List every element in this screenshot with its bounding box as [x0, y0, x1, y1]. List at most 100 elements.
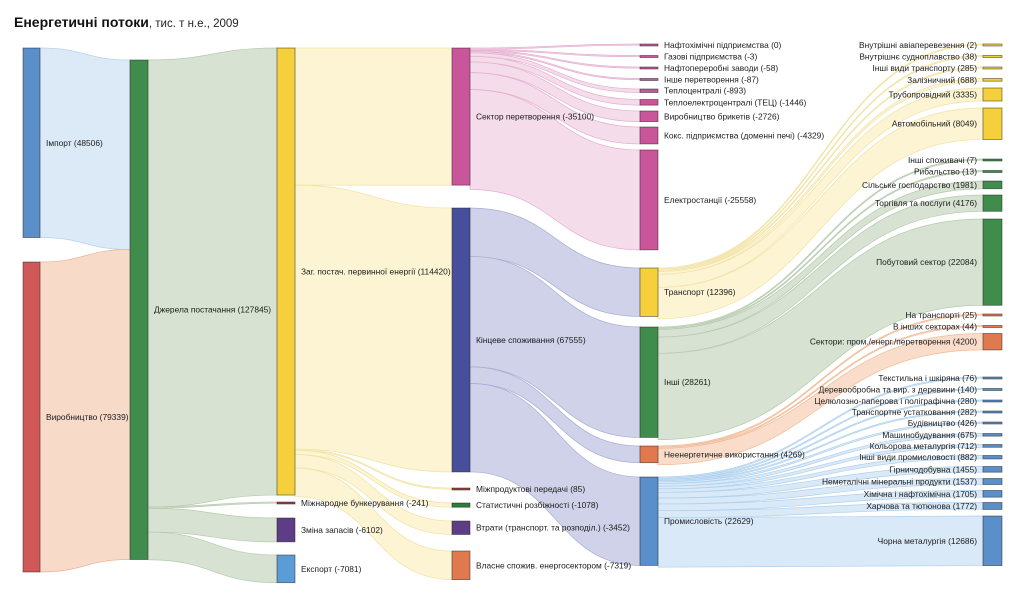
node-label-otherindustry: Інші види промисловості (882) [859, 452, 977, 462]
node-label-nonenergy5: Неенергетичне використання (4269) [664, 449, 805, 459]
node-label-transportequip: Транспортне устатковання (282) [852, 407, 978, 417]
node-gaswork [639, 55, 659, 58]
node-label-trade: Торгівля та послуги (4176) [875, 198, 977, 208]
node-label-statdiff: Статистичні розбіжності (-1078) [476, 500, 599, 510]
node-label-household: Побутовий сектор (22084) [876, 257, 977, 267]
node-label-aviation: Внутрішні авіаперевезення (2) [859, 40, 977, 50]
node-fishing [982, 170, 1003, 173]
node-label-briquettes: Виробництво брикетів (-2726) [664, 111, 780, 121]
node-textile [982, 376, 1003, 380]
node-rail [982, 78, 1003, 82]
node-shipping [982, 55, 1003, 58]
node-nonenergy5 [639, 445, 659, 464]
node-label-primary: Заг. постач. первинної енергії (114420) [301, 267, 451, 277]
node-label-export: Експорт (-7081) [301, 564, 362, 574]
chart-title-main: Енергетичні потоки [14, 14, 149, 30]
node-petrochem [639, 43, 659, 47]
node-label-othersectors: В інших секторах (44) [893, 322, 977, 332]
node-briquettes [639, 110, 659, 123]
node-primary [276, 47, 296, 496]
node-label-rail: Залізничний (688) [907, 75, 977, 85]
node-label-othertransform: Інше перетворення (-87) [664, 75, 759, 85]
node-label-final: Кінцеве споживання (67555) [476, 335, 586, 345]
flow-sources-primary [147, 47, 278, 508]
node-label-heatplants: Теплоцентралі (-893) [664, 86, 746, 96]
node-coke [639, 126, 659, 145]
node-nonmetallic [982, 478, 1003, 485]
node-power [639, 149, 659, 251]
node-label-other5: Інші (28261) [664, 377, 711, 387]
page-title: Енергетичні потоки, тис. т н.е., 2009 [14, 14, 239, 32]
node-label-production: Виробництво (79339) [46, 412, 129, 422]
node-label-othertransport6: Інші види транспорту (285) [872, 63, 977, 73]
node-road [982, 107, 1003, 140]
node-label-chemical: Хімічна і нафтохімічна (1705) [864, 489, 978, 499]
node-label-chp: Теплоелектроцентралі (ТЕЦ) (-1446) [664, 97, 807, 107]
node-pipeline [982, 87, 1003, 102]
node-ontransport [982, 313, 1003, 317]
chart-title-suffix: , тис. т н.е., 2009 [148, 18, 239, 30]
node-label-nonmetallic: Неметалічні мінеральні продукти (1537) [822, 477, 977, 487]
node-label-petrochem: Нафтохімічні підприємства (0) [664, 40, 782, 50]
node-label-ontransport: На транспорті (25) [905, 310, 977, 320]
node-otherindustry [982, 455, 1003, 460]
node-label-coke: Кокс. підприємства (доменні печі) (-4329… [664, 130, 824, 140]
node-label-transform: Сектор перетворення (-35100) [476, 112, 594, 122]
node-label-interproduct: Міжпродуктові передачі (85) [476, 484, 585, 494]
node-othersectors [982, 325, 1003, 328]
node-label-shipping: Внутрішнє судноплавство (38) [859, 52, 977, 62]
node-trade [982, 194, 1003, 212]
node-household [982, 218, 1003, 306]
node-label-imports: Імпорт (48506) [46, 138, 103, 148]
node-label-road: Автомобільний (8049) [892, 119, 977, 129]
node-label-industry5: Промисловість (22629) [664, 516, 754, 526]
node-transport5 [639, 267, 659, 317]
node-construction [982, 421, 1003, 425]
node-wood [982, 388, 1003, 391]
node-label-nonferrous: Кольорова металургія (712) [870, 441, 978, 451]
node-label-construction: Будівництво (426) [908, 418, 977, 428]
node-mining [982, 466, 1003, 473]
node-label-machinery: Машинобудування (675) [882, 430, 977, 440]
node-ownuse [451, 550, 471, 580]
node-losses [451, 520, 471, 535]
node-otherconsumers [982, 158, 1003, 162]
node-label-promsectors: Сектори: пром./енерг./перетворення (4200… [810, 337, 977, 347]
node-nonferrous [982, 444, 1003, 448]
node-othertransform [639, 78, 659, 81]
node-heatplants [639, 88, 659, 93]
node-machinery [982, 433, 1003, 437]
node-label-bunker: Міжнародне бункерування (-241) [301, 498, 429, 508]
flow-primary-final [294, 184, 453, 473]
flow-imports-sources [39, 47, 131, 250]
node-chemical [982, 490, 1003, 498]
node-imports [22, 47, 41, 238]
node-export [276, 554, 296, 584]
node-label-fishing: Рибальство (13) [914, 167, 977, 177]
node-sources [129, 59, 149, 560]
node-label-otherconsumers: Інші споживачі (7) [908, 155, 977, 165]
node-othertransport6 [982, 66, 1003, 70]
node-label-ownuse: Власне спожив. енергосектором (-7319) [476, 560, 631, 570]
node-label-mining: Гірничодобувна (1455) [889, 464, 977, 474]
flow-primary-transform [294, 47, 453, 186]
node-label-sources: Джерела постачання (127845) [154, 305, 271, 315]
node-stock [276, 517, 296, 543]
node-label-stock: Зміна запасів (-6102) [301, 525, 383, 535]
node-ferrous [982, 515, 1003, 566]
node-pulp [982, 399, 1003, 403]
node-final [451, 207, 471, 473]
node-label-wood: Деревообробна та вир. з деревини (140) [819, 385, 978, 395]
node-production [22, 261, 41, 573]
node-bunker [276, 501, 296, 505]
node-other5 [639, 326, 659, 438]
node-industry5 [639, 476, 659, 566]
node-transform [451, 47, 471, 186]
node-agriculture [982, 180, 1003, 190]
node-aviation [982, 43, 1003, 47]
flow-production-sources [39, 249, 131, 573]
node-label-pulp: Целюлозно-паперова і поліграфічна (280) [814, 396, 977, 406]
node-promsectors [982, 333, 1003, 351]
